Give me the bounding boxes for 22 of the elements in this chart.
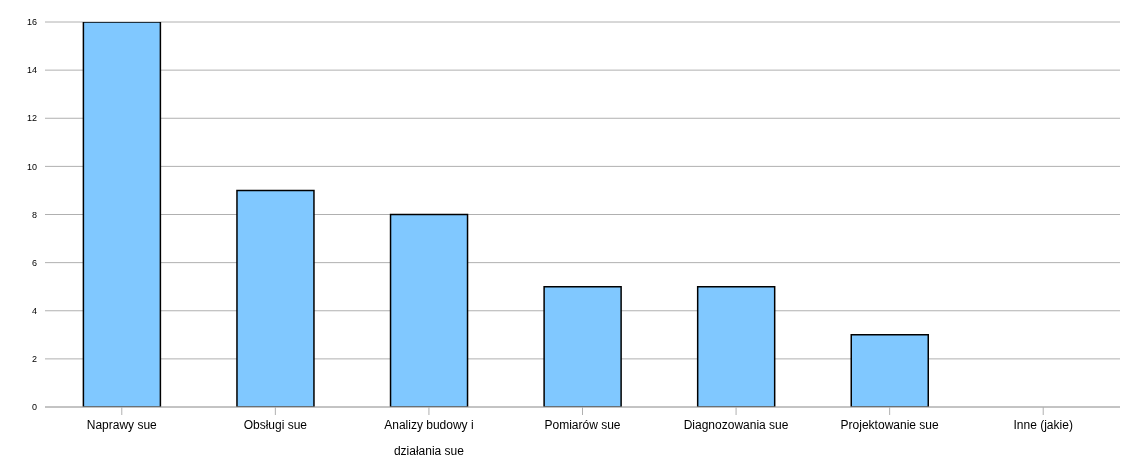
x-tick-label: Projektowanie sue xyxy=(840,418,939,432)
y-tick-label: 0 xyxy=(31,402,37,413)
bar xyxy=(850,334,929,407)
bar xyxy=(82,22,162,407)
x-tick-label: Analizy budowy i działania sue xyxy=(384,418,474,458)
y-tick-label: 6 xyxy=(31,257,37,268)
x-tick-label: Naprawy sue xyxy=(86,418,158,432)
bar xyxy=(389,213,469,407)
bar xyxy=(236,189,315,407)
y-tick-label: 16 xyxy=(26,17,37,28)
y-tick-label: 8 xyxy=(31,209,37,220)
y-tick-label: 10 xyxy=(26,161,37,172)
y-tick-label: 14 xyxy=(26,65,37,76)
y-tick-label: 2 xyxy=(31,354,37,365)
bar xyxy=(543,285,622,407)
bar xyxy=(696,285,776,407)
x-tick-label: Inne (jakie) xyxy=(1013,418,1073,432)
y-tick-label: 4 xyxy=(31,305,37,316)
x-tick-label: Obsługi sue xyxy=(243,418,308,432)
x-tick-label: Pomiarów sue xyxy=(544,418,621,432)
y-tick-label: 12 xyxy=(26,113,37,124)
x-tick-label: Diagnozowania sue xyxy=(683,418,789,432)
